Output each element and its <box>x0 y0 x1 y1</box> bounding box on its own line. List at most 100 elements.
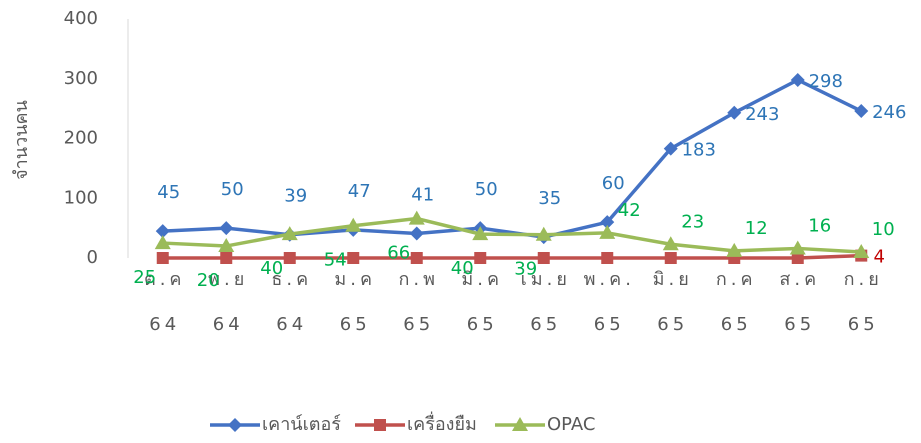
marker <box>154 235 171 250</box>
series-line <box>162 216 862 254</box>
x-tick-label: ต.ค 64 <box>144 269 185 335</box>
x-tick-label-line: 65 <box>340 314 371 335</box>
marker <box>283 252 296 264</box>
marker <box>472 226 489 241</box>
data-label: 39 <box>284 186 307 207</box>
x-tick-label: ก.พ 65 <box>399 269 440 335</box>
marker <box>345 217 362 232</box>
y-tick-label: 200 <box>64 128 98 149</box>
x-tick-label-line: ธ.ค <box>271 269 312 290</box>
data-label: 60 <box>602 173 625 194</box>
legend-label: เครื่องยืม <box>407 411 477 435</box>
marker <box>727 105 742 120</box>
marker <box>726 242 743 257</box>
x-tick-label-line: มิ.ย <box>653 269 693 290</box>
data-label: 42 <box>618 200 641 221</box>
legend-label: OPAC <box>547 414 595 435</box>
x-tick-label-line: 65 <box>657 314 688 335</box>
marker <box>537 252 550 264</box>
marker <box>374 419 386 431</box>
marker <box>789 240 806 255</box>
legend-label: เคาน์เตอร์ <box>262 414 341 435</box>
marker <box>220 252 233 264</box>
x-tick-label-line: เม.ย <box>521 269 571 290</box>
x-tick-label-line: พ.ค. <box>584 269 635 290</box>
marker <box>410 252 423 264</box>
x-tick-label-line: มี.ค <box>461 269 503 290</box>
y-tick-label: 400 <box>64 8 98 29</box>
x-tick-label-line: 65 <box>530 314 561 335</box>
x-tick-label-line: 64 <box>276 314 307 335</box>
x-tick-label-line: 65 <box>721 314 752 335</box>
marker <box>601 252 614 264</box>
marker <box>155 224 170 239</box>
marker <box>600 215 615 230</box>
x-tick-label: ม.ค 65 <box>334 269 376 335</box>
marker <box>156 252 169 264</box>
x-tick-label-line: ก.พ <box>399 269 440 290</box>
x-tick-label: ธ.ค 64 <box>271 269 312 335</box>
data-label: 20 <box>197 270 220 291</box>
x-tick-label-line: ม.ค <box>334 269 376 290</box>
marker <box>790 72 805 87</box>
marker <box>218 238 235 253</box>
data-label: 4 <box>874 247 885 268</box>
x-tick-label-line: 65 <box>467 314 498 335</box>
data-label: 66 <box>387 243 410 264</box>
x-tick-label-line: 65 <box>403 314 434 335</box>
data-label: 35 <box>538 188 561 209</box>
data-label: 243 <box>745 104 779 125</box>
x-tick-label-line: 65 <box>848 314 879 335</box>
x-tick-label-line: ก.ย <box>844 269 883 290</box>
data-label: 54 <box>324 250 347 271</box>
marker <box>535 226 552 241</box>
x-tick-label-line: 65 <box>784 314 815 335</box>
data-label: 16 <box>808 215 831 236</box>
data-label: 50 <box>221 179 244 200</box>
x-tick-label-line: พ.ย <box>208 269 248 290</box>
y-tick-label: 100 <box>64 187 98 208</box>
y-tick-label: 300 <box>64 68 98 89</box>
marker <box>347 252 360 264</box>
data-label: 41 <box>411 185 434 206</box>
marker <box>662 236 679 251</box>
series-line <box>162 77 863 239</box>
x-tick-label: พ.ค. 65 <box>584 269 635 335</box>
marker <box>228 418 242 432</box>
x-tick-label-line: 65 <box>594 314 625 335</box>
marker <box>474 252 487 264</box>
series-line <box>162 253 862 260</box>
y-axis-label: จำนวนคน <box>11 100 32 180</box>
data-label: 47 <box>348 181 371 202</box>
x-tick-label: พ.ย 64 <box>208 269 248 335</box>
x-tick-label: ส.ค 65 <box>779 269 820 335</box>
x-tick-label-line: ก.ค <box>716 269 757 290</box>
data-label: 298 <box>809 71 843 92</box>
data-label: 183 <box>682 140 716 161</box>
x-tick-label-line: 64 <box>213 314 244 335</box>
marker <box>281 226 298 241</box>
marker <box>219 221 234 236</box>
marker <box>791 252 804 264</box>
x-tick-label-line: ส.ค <box>779 269 820 290</box>
marker <box>664 252 677 264</box>
x-tick-label-line: ต.ค <box>144 269 185 290</box>
data-label: 10 <box>872 219 895 240</box>
y-tick-label: 0 <box>87 247 98 268</box>
marker <box>408 210 425 225</box>
x-tick-label: มี.ค 65 <box>461 269 503 335</box>
data-label: 246 <box>872 102 906 123</box>
data-label: 12 <box>745 218 768 239</box>
data-label: 25 <box>133 267 156 288</box>
data-label: 39 <box>514 259 537 280</box>
x-tick-label: เม.ย 65 <box>521 269 571 335</box>
x-tick-label: ก.ค 65 <box>716 269 757 335</box>
data-label: 45 <box>157 182 180 203</box>
x-tick-label-line: 64 <box>149 314 180 335</box>
data-label: 40 <box>451 258 474 279</box>
x-tick-label: มิ.ย 65 <box>653 269 693 335</box>
marker <box>853 244 870 259</box>
data-label: 40 <box>260 258 283 279</box>
x-tick-label: ก.ย 65 <box>844 269 883 335</box>
